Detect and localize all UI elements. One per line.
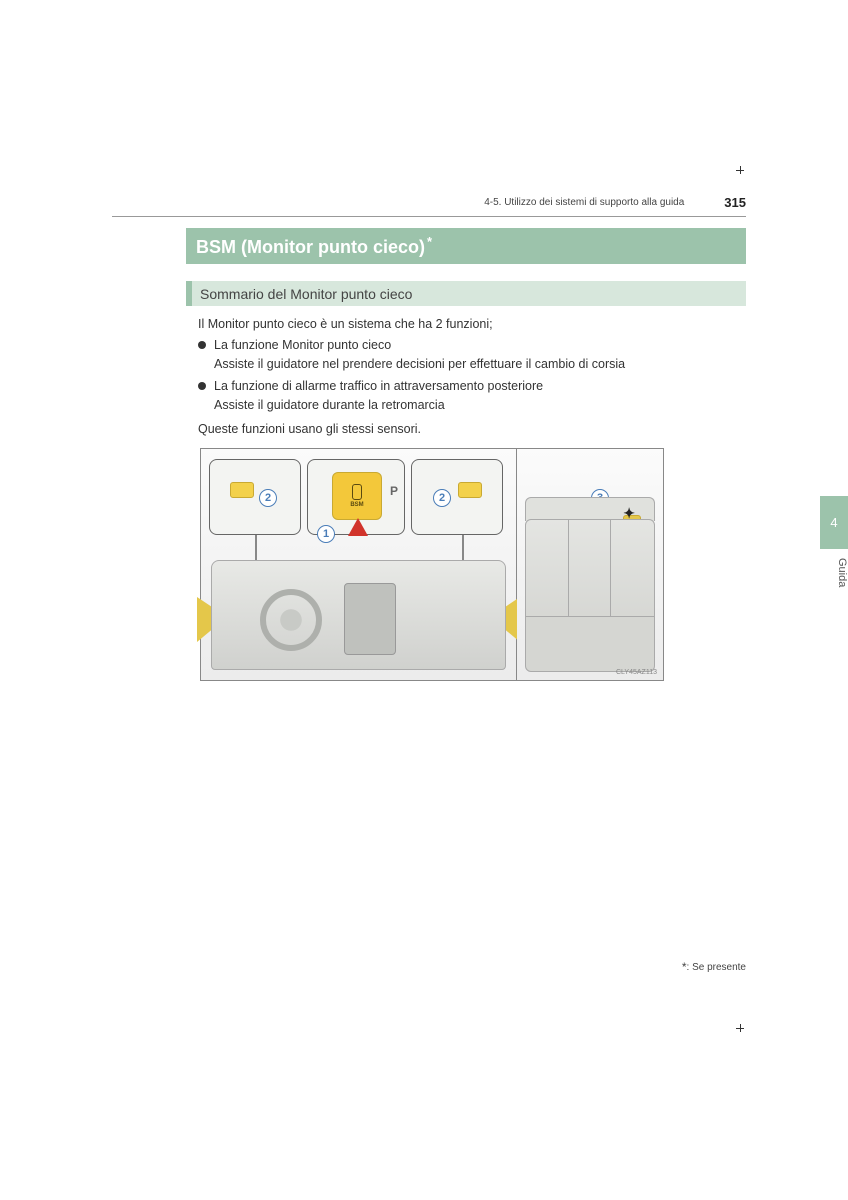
- chapter-number: 4: [830, 515, 837, 530]
- bullet-desc: Assiste il guidatore nel prendere decisi…: [214, 355, 746, 374]
- figure-rear-view: 3 ✦ CLY45AZ113: [517, 449, 663, 680]
- figure-diagram: BSM P 2 1 2 3 ✦: [200, 448, 664, 681]
- bullet-content: La funzione di allarme traffico in attra…: [214, 377, 746, 416]
- dashboard-illustration: [211, 560, 506, 670]
- page-header: 4-5. Utilizzo dei sistemi di supporto al…: [112, 195, 746, 217]
- figure-front-view: BSM P 2 1 2: [201, 449, 517, 680]
- title-text: BSM (Monitor punto cieco)*: [196, 234, 432, 258]
- bullet-item: La funzione Monitor punto cieco Assiste …: [198, 336, 746, 375]
- callout-mirror-left: [209, 459, 301, 535]
- callout-mirror-right: [411, 459, 503, 535]
- bullet-content: La funzione Monitor punto cieco Assiste …: [214, 336, 746, 375]
- manual-page: 4-5. Utilizzo dei sistemi di supporto al…: [112, 0, 746, 1200]
- title-banner: BSM (Monitor punto cieco)*: [186, 228, 746, 264]
- p-label: P: [390, 484, 398, 498]
- callout-number-2: 2: [433, 489, 451, 507]
- callout-number-2: 2: [259, 489, 277, 507]
- bullet-dot-icon: [198, 382, 206, 390]
- title-asterisk: *: [427, 234, 432, 249]
- sensors-note: Queste funzioni usano gli stessi sensori…: [198, 420, 746, 439]
- figure-code: CLY45AZ113: [616, 669, 657, 676]
- title-main: BSM (Monitor punto cieco): [196, 237, 425, 257]
- intro-text: Il Monitor punto cieco è un sistema che …: [198, 315, 746, 334]
- rear-seat-illustration: [525, 519, 655, 672]
- section-path: 4-5. Utilizzo dei sistemi di supporto al…: [484, 197, 684, 208]
- bullet-desc: Assiste il guidatore durante la retromar…: [214, 396, 746, 415]
- callout-number-1: 1: [317, 525, 335, 543]
- red-arrow-icon: [348, 518, 368, 536]
- bullet-title: La funzione di allarme traffico in attra…: [214, 377, 746, 396]
- bullet-item: La funzione di allarme traffico in attra…: [198, 377, 746, 416]
- chapter-tab: 4: [820, 496, 848, 549]
- subtitle-text: Sommario del Monitor punto cieco: [200, 286, 412, 302]
- page-number: 315: [724, 195, 746, 210]
- callout-bsm-button: BSM P: [307, 459, 405, 535]
- bullet-dot-icon: [198, 341, 206, 349]
- subtitle-banner: Sommario del Monitor punto cieco: [186, 281, 746, 306]
- bullet-title: La funzione Monitor punto cieco: [214, 336, 746, 355]
- mirror-indicator-icon: [230, 482, 254, 498]
- seat-cushion: [526, 616, 654, 671]
- bsm-button-icon: BSM: [332, 472, 382, 520]
- chapter-label: Guida: [820, 558, 848, 587]
- footnote: *: Se presente: [682, 960, 746, 974]
- center-console-icon: [344, 583, 396, 655]
- bsm-car-icon: [352, 484, 362, 500]
- bullet-list: La funzione Monitor punto cieco Assiste …: [198, 336, 746, 418]
- bsm-label: BSM: [350, 502, 363, 508]
- mirror-indicator-icon: [458, 482, 482, 498]
- footnote-text: : Se presente: [687, 962, 746, 973]
- steering-wheel-icon: [260, 589, 322, 651]
